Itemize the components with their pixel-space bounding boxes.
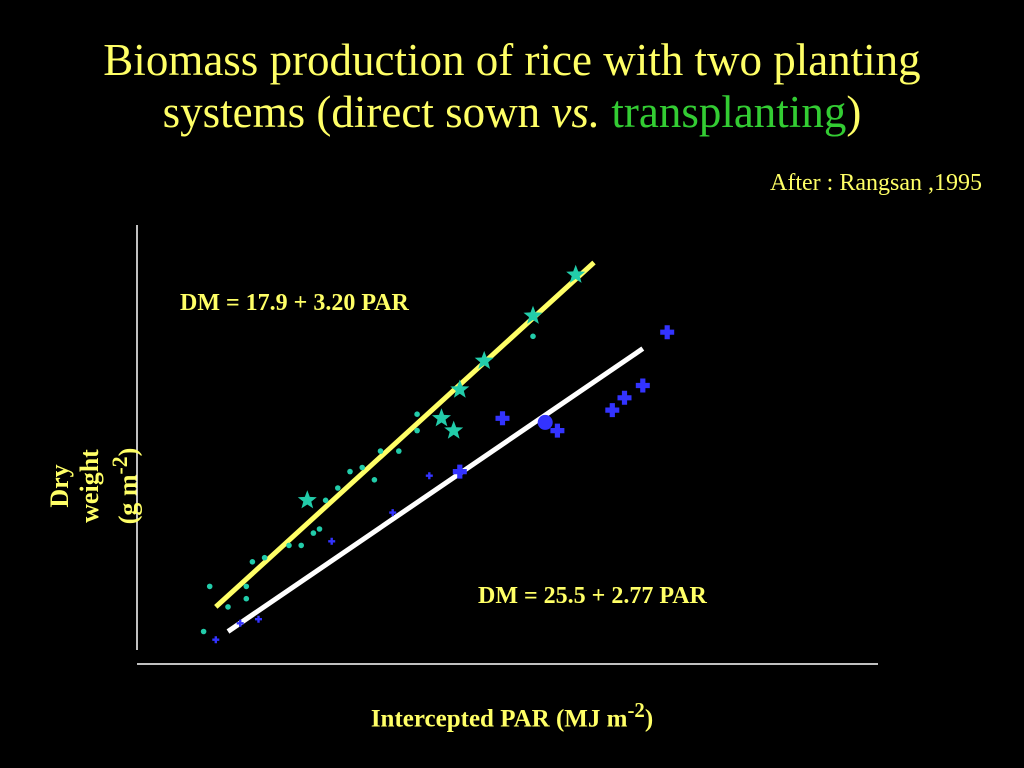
data-point-dot-0-10 [316, 526, 323, 532]
data-point-star-1-6 [566, 264, 586, 283]
data-point-small-plus-2-3 [328, 537, 336, 545]
fit-line-transplanting [226, 346, 645, 634]
data-point-dot-0-17 [396, 448, 402, 454]
source-citation: After : Rangsan ,1995 [770, 170, 982, 196]
data-point-plus-3-6 [660, 325, 675, 340]
data-point-dot-0-20 [530, 333, 536, 340]
data-point-star-1-5 [523, 305, 543, 324]
equation-direct-sown: DM = 17.9 + 3.20 PAR [180, 290, 409, 316]
equation-transplanting: DM = 25.5 + 2.77 PAR [478, 583, 707, 609]
data-point-dot-0-12 [335, 485, 341, 491]
data-point-dot-0-3 [243, 595, 250, 602]
title-line-2: systems (direct sown vs. transplanting) [0, 86, 1024, 138]
data-point-dot-0-14 [359, 464, 366, 471]
y-axis-label-line-2: weight [75, 449, 104, 523]
data-point-dot-0-11 [322, 497, 329, 504]
data-point-dot-0-19 [414, 411, 420, 418]
data-point-plus-3-0 [452, 464, 467, 479]
title-vs: vs. [551, 87, 601, 137]
y-axis-label-line-3: (g m-2) [108, 447, 143, 525]
data-point-star-1-1 [432, 408, 451, 427]
data-point-star-1-3 [450, 379, 470, 398]
data-point-small-plus-2-4 [389, 509, 397, 517]
data-point-dot-0-9 [310, 530, 317, 536]
data-point-dot-0-8 [298, 542, 305, 549]
data-point-star-1-2 [444, 420, 464, 439]
data-point-small-plus-2-1 [236, 619, 244, 627]
y-axis-label: Dry weight (g m-2) [45, 376, 165, 596]
data-point-dot-0-15 [371, 477, 378, 483]
data-point-dot-0-1 [206, 583, 213, 590]
data-point-dot-0-16 [377, 448, 384, 454]
data-point-circle-4-0 [537, 414, 553, 430]
data-point-plus-3-2 [550, 423, 565, 438]
y-axis-label-line-1: Dry [45, 464, 74, 508]
data-point-plus-3-4 [617, 390, 632, 405]
data-point-dot-0-7 [286, 542, 292, 549]
title-line-1: Biomass production of rice with two plan… [103, 35, 921, 85]
data-point-dot-0-0 [200, 628, 207, 635]
data-point-plus-3-1 [495, 411, 510, 426]
title-line-2-start: systems (direct sown [162, 87, 552, 137]
data-point-small-plus-2-0 [212, 636, 220, 644]
data-point-dot-0-18 [414, 427, 420, 434]
slide-title: Biomass production of rice with two plan… [0, 34, 1024, 138]
data-point-dot-0-4 [243, 583, 250, 590]
data-point-dot-0-6 [261, 554, 268, 561]
data-point-plus-3-5 [635, 378, 650, 393]
data-point-star-1-0 [297, 490, 317, 509]
data-markers [200, 264, 675, 644]
data-point-star-1-4 [474, 350, 494, 369]
data-point-dot-0-13 [347, 468, 353, 475]
data-point-small-plus-2-5 [425, 472, 433, 480]
data-point-plus-3-3 [605, 403, 620, 418]
data-point-dot-0-5 [249, 559, 256, 565]
data-point-dot-0-2 [225, 604, 231, 610]
x-axis-label: Intercepted PAR (MJ m-2) [370, 698, 654, 733]
title-line-2-end: ) [846, 87, 862, 137]
title-transplanting: transplanting [611, 87, 847, 137]
data-point-small-plus-2-2 [255, 615, 262, 623]
